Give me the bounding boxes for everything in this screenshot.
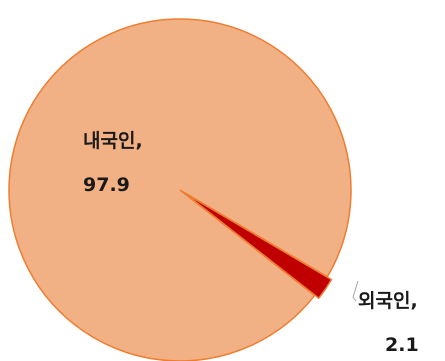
pie-slice-domestic [8,18,352,361]
data-label-foreigner-name: 외국인, [358,290,418,312]
pie-slices [8,18,352,361]
data-label-domestic-value: 97.9 [83,174,130,196]
leader-line-foreigner [352,280,359,302]
data-label-foreigner-value: 2.1 [385,334,419,356]
data-label-domestic-name: 내국인, [83,130,143,152]
pie-slice-foreigner [183,192,333,300]
